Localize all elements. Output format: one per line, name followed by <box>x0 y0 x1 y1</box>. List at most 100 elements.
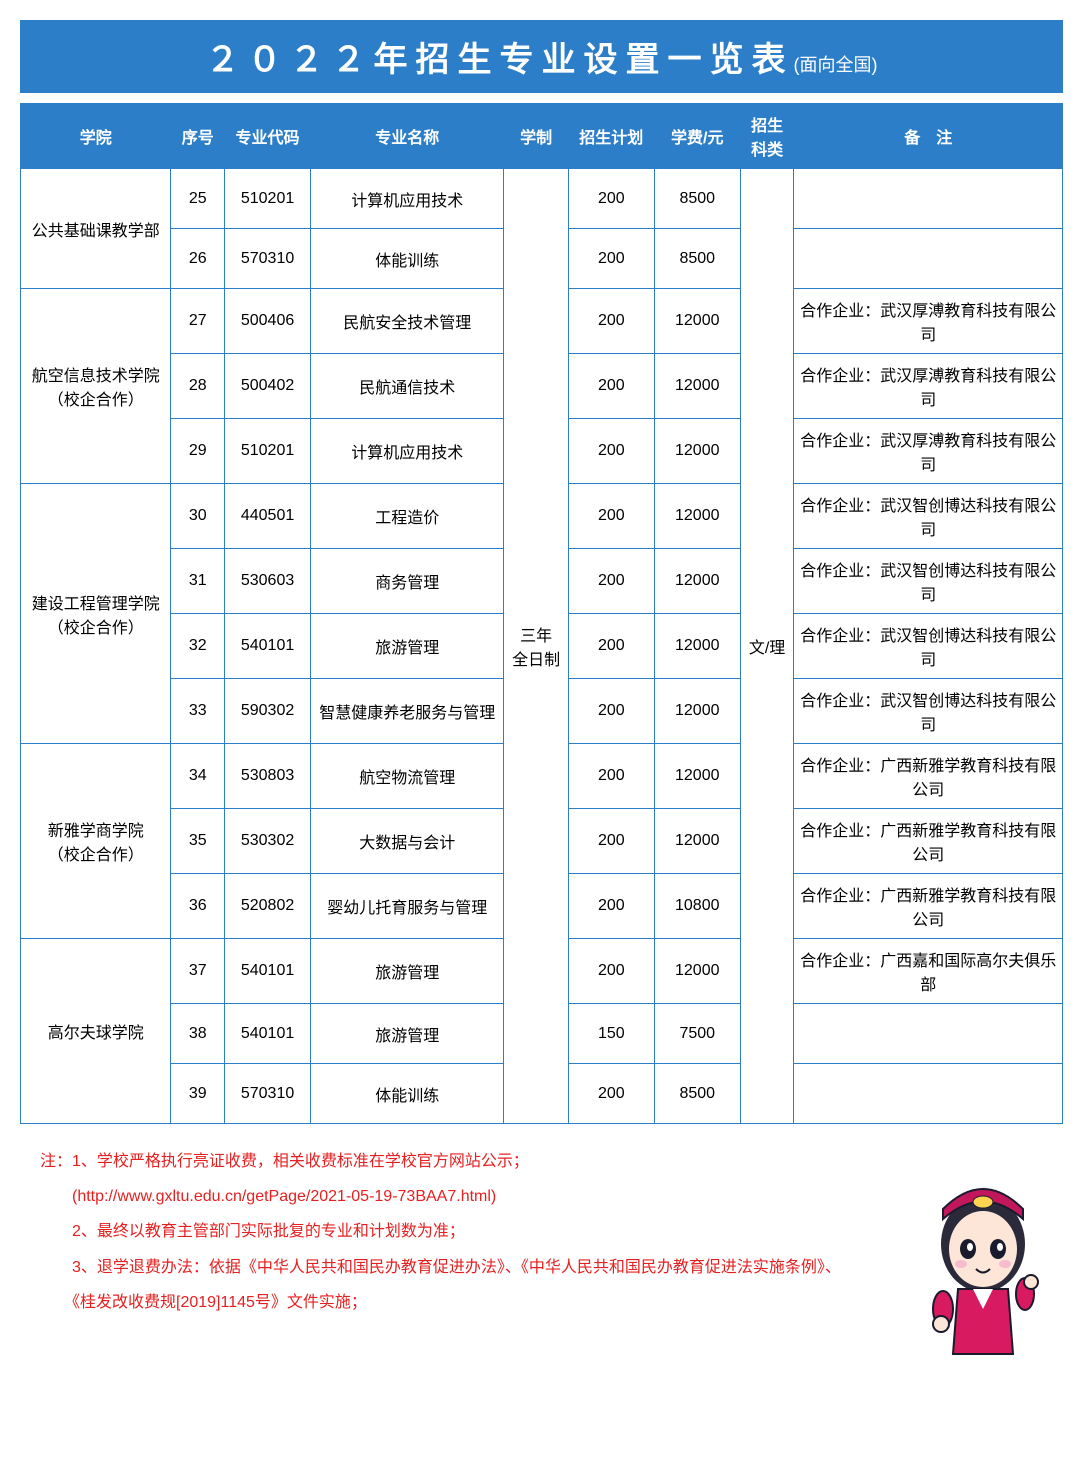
cell-name: 体能训练 <box>311 229 504 289</box>
cell-seq: 29 <box>171 419 225 484</box>
header-bar: ２０２２年招生专业设置一览表(面向全国) <box>20 20 1063 93</box>
cell-code: 520802 <box>225 874 311 939</box>
cell-plan: 200 <box>568 744 654 809</box>
mascot-illustration <box>913 1164 1053 1364</box>
col-header-name: 专业名称 <box>311 104 504 169</box>
cell-fee: 8500 <box>654 1064 740 1124</box>
cell-seq: 28 <box>171 354 225 419</box>
cell-fee: 12000 <box>654 939 740 1004</box>
cell-plan: 200 <box>568 809 654 874</box>
cell-seq: 36 <box>171 874 225 939</box>
cell-seq: 31 <box>171 549 225 614</box>
cell-remark: 合作企业：武汉智创博达科技有限公司 <box>794 549 1063 614</box>
cell-plan: 200 <box>568 169 654 229</box>
cell-fee: 12000 <box>654 289 740 354</box>
cell-code: 530803 <box>225 744 311 809</box>
cell-code: 540101 <box>225 939 311 1004</box>
cell-plan: 200 <box>568 614 654 679</box>
table-body: 公共基础课教学部25510201计算机应用技术三年 全日制2008500文/理2… <box>21 169 1063 1124</box>
cell-seq: 32 <box>171 614 225 679</box>
cell-system: 三年 全日制 <box>504 169 568 1124</box>
cell-plan: 150 <box>568 1004 654 1064</box>
cell-seq: 33 <box>171 679 225 744</box>
note-line: 注：1、学校严格执行亮证收费，相关收费标准在学校官方网站公示； <box>40 1144 1063 1179</box>
cell-remark <box>794 229 1063 289</box>
cell-remark: 合作企业：武汉智创博达科技有限公司 <box>794 614 1063 679</box>
cell-college: 建设工程管理学院 （校企合作） <box>21 484 171 744</box>
col-header-college: 学院 <box>21 104 171 169</box>
cell-name: 旅游管理 <box>311 939 504 1004</box>
majors-table: 学院序号专业代码专业名称学制招生计划学费/元招生科类备 注 公共基础课教学部25… <box>20 103 1063 1124</box>
cell-remark: 合作企业：广西新雅学教育科技有限公司 <box>794 744 1063 809</box>
cell-code: 590302 <box>225 679 311 744</box>
notes-section: 注：1、学校严格执行亮证收费，相关收费标准在学校官方网站公示； (http://… <box>40 1144 1063 1404</box>
cell-fee: 7500 <box>654 1004 740 1064</box>
cell-fee: 12000 <box>654 419 740 484</box>
cell-plan: 200 <box>568 419 654 484</box>
cell-name: 智慧健康养老服务与管理 <box>311 679 504 744</box>
cell-fee: 12000 <box>654 679 740 744</box>
cell-seq: 26 <box>171 229 225 289</box>
cell-plan: 200 <box>568 354 654 419</box>
cell-name: 航空物流管理 <box>311 744 504 809</box>
col-header-plan: 招生计划 <box>568 104 654 169</box>
cell-fee: 8500 <box>654 229 740 289</box>
cell-seq: 38 <box>171 1004 225 1064</box>
cell-seq: 27 <box>171 289 225 354</box>
cell-code: 510201 <box>225 169 311 229</box>
cell-college: 新雅学商学院 （校企合作） <box>21 744 171 939</box>
cell-seq: 35 <box>171 809 225 874</box>
cell-code: 540101 <box>225 614 311 679</box>
cell-code: 570310 <box>225 229 311 289</box>
header-subtitle: (面向全国) <box>794 55 878 75</box>
cell-code: 570310 <box>225 1064 311 1124</box>
cell-code: 530302 <box>225 809 311 874</box>
col-header-subject: 招生科类 <box>740 104 794 169</box>
col-header-code: 专业代码 <box>225 104 311 169</box>
cell-plan: 200 <box>568 939 654 1004</box>
cell-plan: 200 <box>568 1064 654 1124</box>
cell-fee: 12000 <box>654 744 740 809</box>
cell-remark: 合作企业：武汉智创博达科技有限公司 <box>794 484 1063 549</box>
cell-code: 500406 <box>225 289 311 354</box>
cell-fee: 8500 <box>654 169 740 229</box>
cell-name: 旅游管理 <box>311 614 504 679</box>
cell-fee: 12000 <box>654 354 740 419</box>
cell-seq: 34 <box>171 744 225 809</box>
cell-name: 民航安全技术管理 <box>311 289 504 354</box>
cell-seq: 30 <box>171 484 225 549</box>
cell-seq: 25 <box>171 169 225 229</box>
note-line: 2、最终以教育主管部门实际批复的专业和计划数为准； <box>40 1214 1063 1249</box>
cell-remark: 合作企业：广西新雅学教育科技有限公司 <box>794 809 1063 874</box>
table-header: 学院序号专业代码专业名称学制招生计划学费/元招生科类备 注 <box>21 104 1063 169</box>
cell-seq: 37 <box>171 939 225 1004</box>
note-line: (http://www.gxltu.edu.cn/getPage/2021-05… <box>40 1179 1063 1214</box>
cell-remark <box>794 1064 1063 1124</box>
cell-fee: 12000 <box>654 614 740 679</box>
cell-remark <box>794 1004 1063 1064</box>
note-line: 《桂发改收费规[2019]1145号》文件实施； <box>40 1285 1063 1320</box>
cell-code: 510201 <box>225 419 311 484</box>
cell-fee: 10800 <box>654 874 740 939</box>
cell-seq: 39 <box>171 1064 225 1124</box>
cell-remark: 合作企业：武汉智创博达科技有限公司 <box>794 679 1063 744</box>
col-header-seq: 序号 <box>171 104 225 169</box>
cell-fee: 12000 <box>654 809 740 874</box>
cell-subject: 文/理 <box>740 169 794 1124</box>
cell-plan: 200 <box>568 484 654 549</box>
cell-code: 540101 <box>225 1004 311 1064</box>
cell-plan: 200 <box>568 874 654 939</box>
cell-remark: 合作企业：广西嘉和国际高尔夫俱乐部 <box>794 939 1063 1004</box>
cell-name: 民航通信技术 <box>311 354 504 419</box>
header-title: ２０２２年招生专业设置一览表 <box>206 41 794 79</box>
cell-plan: 200 <box>568 289 654 354</box>
note-line: 3、退学退费办法：依据《中华人民共和国民办教育促进办法》、《中华人民共和国民办教… <box>40 1250 1063 1285</box>
col-header-system: 学制 <box>504 104 568 169</box>
cell-name: 大数据与会计 <box>311 809 504 874</box>
cell-name: 计算机应用技术 <box>311 169 504 229</box>
cell-remark: 合作企业：武汉厚溥教育科技有限公司 <box>794 289 1063 354</box>
cell-name: 旅游管理 <box>311 1004 504 1064</box>
table-row: 公共基础课教学部25510201计算机应用技术三年 全日制2008500文/理 <box>21 169 1063 229</box>
cell-remark: 合作企业：广西新雅学教育科技有限公司 <box>794 874 1063 939</box>
cell-remark: 合作企业：武汉厚溥教育科技有限公司 <box>794 419 1063 484</box>
